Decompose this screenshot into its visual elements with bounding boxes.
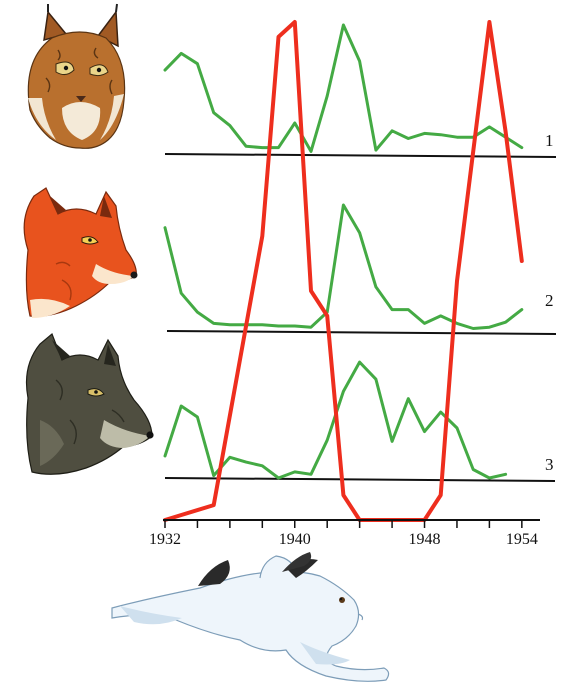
row-label-3: 3 [545,455,554,474]
baseline-1 [164,153,557,158]
hare-series [163,20,524,522]
x-tick-label: 1932 [149,531,181,548]
fox-icon [23,187,138,318]
predator-series [163,23,524,480]
series-line-lynx [163,23,524,153]
x-tick-label: 1954 [506,531,538,548]
row-baselines: 1 2 3 [164,131,557,482]
lynx-icon [27,3,126,149]
x-tick-label: 1940 [279,531,311,548]
baseline-3 [164,477,556,482]
baseline-2 [166,330,557,335]
row-label-2: 2 [545,291,554,310]
series-line-hare [163,20,524,522]
series-line-fox [163,203,524,330]
wolf-icon [25,333,154,475]
x-axis: 1932 1940 1948 1954 [149,519,540,548]
x-tick-label: 1948 [409,531,441,548]
hare-icon [111,552,390,682]
row-label-1: 1 [545,131,554,150]
